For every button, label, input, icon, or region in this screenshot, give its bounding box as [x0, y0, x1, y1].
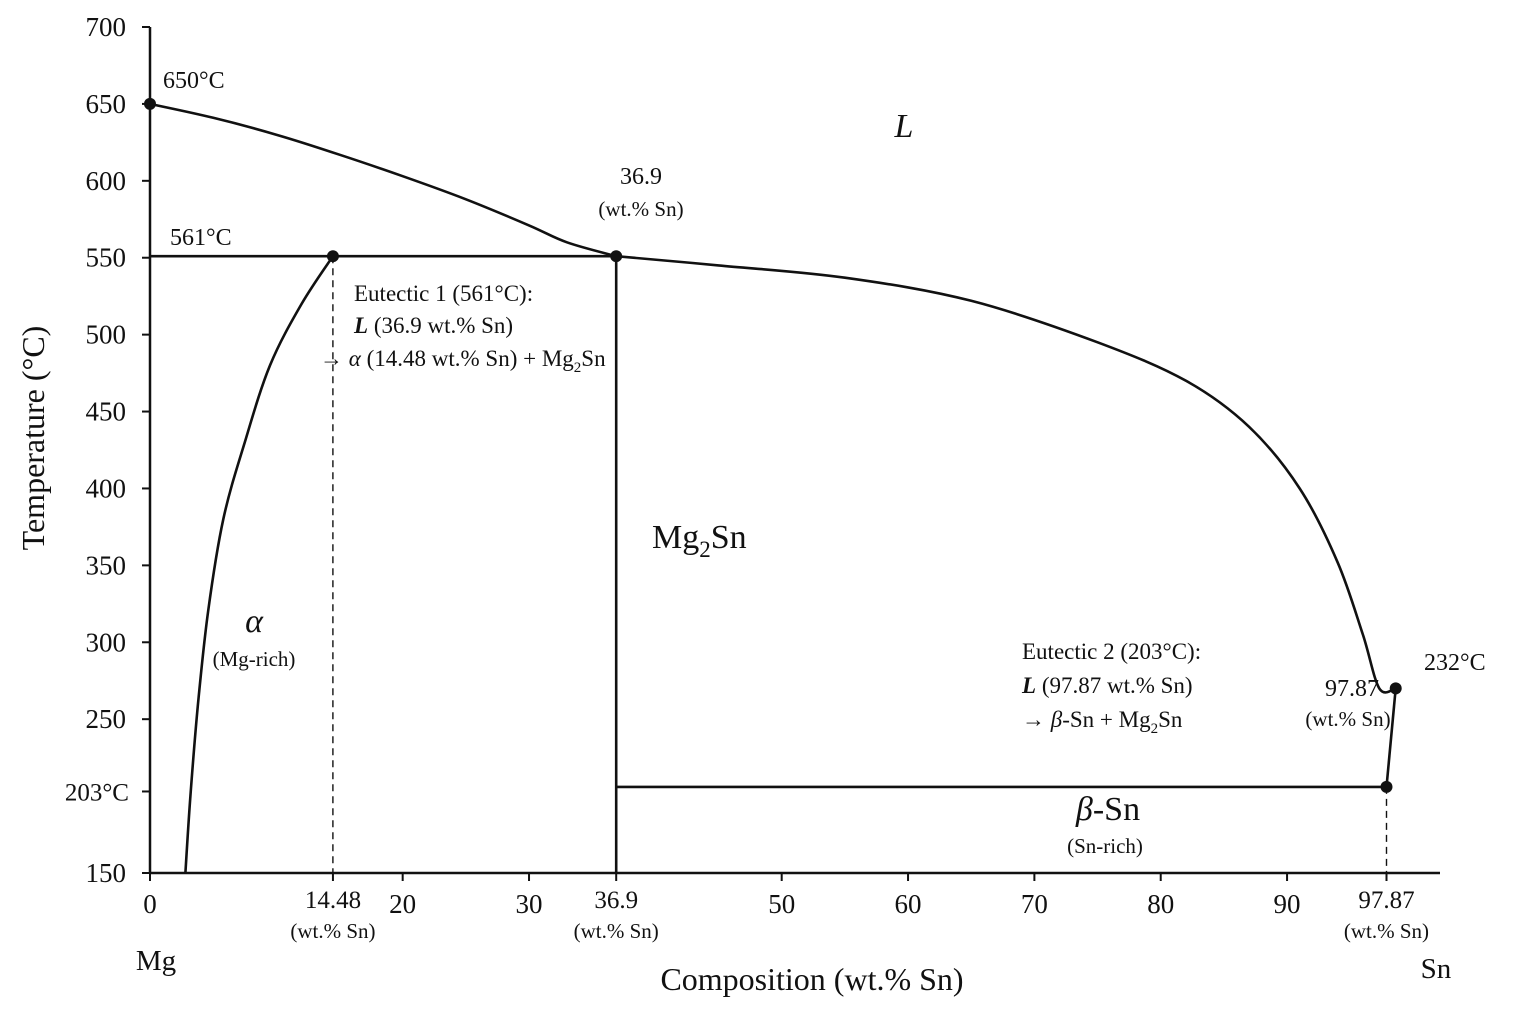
x-tick-label: 70	[1021, 889, 1048, 919]
eutectic1-comp-sublabel: (wt.% Sn)	[598, 197, 683, 221]
x-tick-sublabel: (wt.% Sn)	[290, 919, 375, 943]
y-tick-label: 700	[86, 12, 127, 42]
axis-ticks: 150 250 300 350 400 450 500 550 600 650 700 203°C 0 2…	[65, 12, 1429, 943]
y-tick-label: 650	[86, 89, 127, 119]
x-tick-label: 50	[768, 889, 795, 919]
liquid-phase-label: L	[894, 108, 914, 145]
x-axis-title: Composition (wt.% Sn)	[660, 961, 963, 997]
eutectic2-annotation-reaction: → β-Sn + Mg2Sn	[1022, 707, 1183, 737]
y-tick-label: 150	[86, 858, 127, 888]
melting-point-mg-label: 650°C	[163, 68, 225, 94]
y-tick-label: 350	[86, 550, 127, 580]
x-tick-sublabel: (wt.% Sn)	[1344, 919, 1429, 943]
y-tick-label: 450	[86, 397, 127, 427]
x-tick-label: 30	[516, 889, 543, 919]
invariant-points	[144, 97, 1402, 793]
left-end-label: Mg	[136, 945, 176, 977]
invariant-point	[1389, 682, 1402, 695]
x-tick-label-special: 36.9	[594, 887, 638, 914]
eutectic1-annotation-title: Eutectic 1 (561°C):	[354, 281, 533, 306]
x-tick-label: 60	[895, 889, 922, 919]
phase-boundary-line	[184, 255, 334, 874]
x-tick-label: 0	[143, 889, 157, 919]
phase-boundary-line	[1385, 688, 1397, 788]
phase-boundary-line	[149, 102, 617, 258]
eutectic1-comp-label: 36.9	[620, 164, 662, 190]
y-axis-title: Temperature (°C)	[15, 326, 51, 551]
invariant-point	[326, 250, 339, 263]
beta-phase-sublabel: (Sn-rich)	[1067, 834, 1143, 858]
x-tick-label-special: 14.48	[305, 887, 361, 914]
eutectic1-annotation-reaction: → α (14.48 wt.% Sn) + Mg2Sn	[320, 346, 606, 376]
alpha-phase-label: α	[245, 603, 264, 640]
x-tick-label: 80	[1147, 889, 1174, 919]
alpha-phase-sublabel: (Mg-rich)	[213, 647, 296, 671]
mg2sn-phase-label: Mg2Sn	[652, 519, 747, 562]
y-tick-label: 550	[86, 243, 127, 273]
melting-point-sn-label: 232°C	[1424, 650, 1486, 676]
y-tick-label: 300	[86, 627, 127, 657]
x-tick-label-special: 97.87	[1358, 887, 1414, 914]
x-tick-label: 90	[1274, 889, 1301, 919]
phase-boundaries	[149, 102, 1397, 874]
eutectic2-comp-label: 97.87	[1325, 676, 1379, 702]
invariant-point	[144, 97, 156, 110]
x-tick-sublabel: (wt.% Sn)	[574, 919, 659, 943]
y-tick-label: 600	[86, 166, 127, 196]
x-tick-label: 20	[389, 889, 416, 919]
right-end-label: Sn	[1421, 953, 1452, 985]
eutectic2-annotation-title: Eutectic 2 (203°C):	[1022, 639, 1201, 664]
y-tick-label: 400	[86, 473, 127, 503]
invariant-point	[1380, 780, 1393, 793]
eutectic1-temp-label: 561°C	[170, 225, 232, 251]
eutectic2-comp-sublabel: (wt.% Sn)	[1305, 707, 1390, 731]
y-tick-label: 250	[86, 704, 127, 734]
invariant-point	[610, 250, 623, 263]
beta-phase-label: β-Sn	[1075, 791, 1140, 828]
y-tick-label: 500	[86, 320, 127, 350]
eutectic2-annotation-liquid: L (97.87 wt.% Sn)	[1021, 673, 1193, 698]
phase-boundary-line	[616, 254, 1397, 694]
y-tick-label-special: 203°C	[65, 779, 129, 806]
eutectic1-annotation-liquid: L (36.9 wt.% Sn)	[353, 313, 513, 338]
